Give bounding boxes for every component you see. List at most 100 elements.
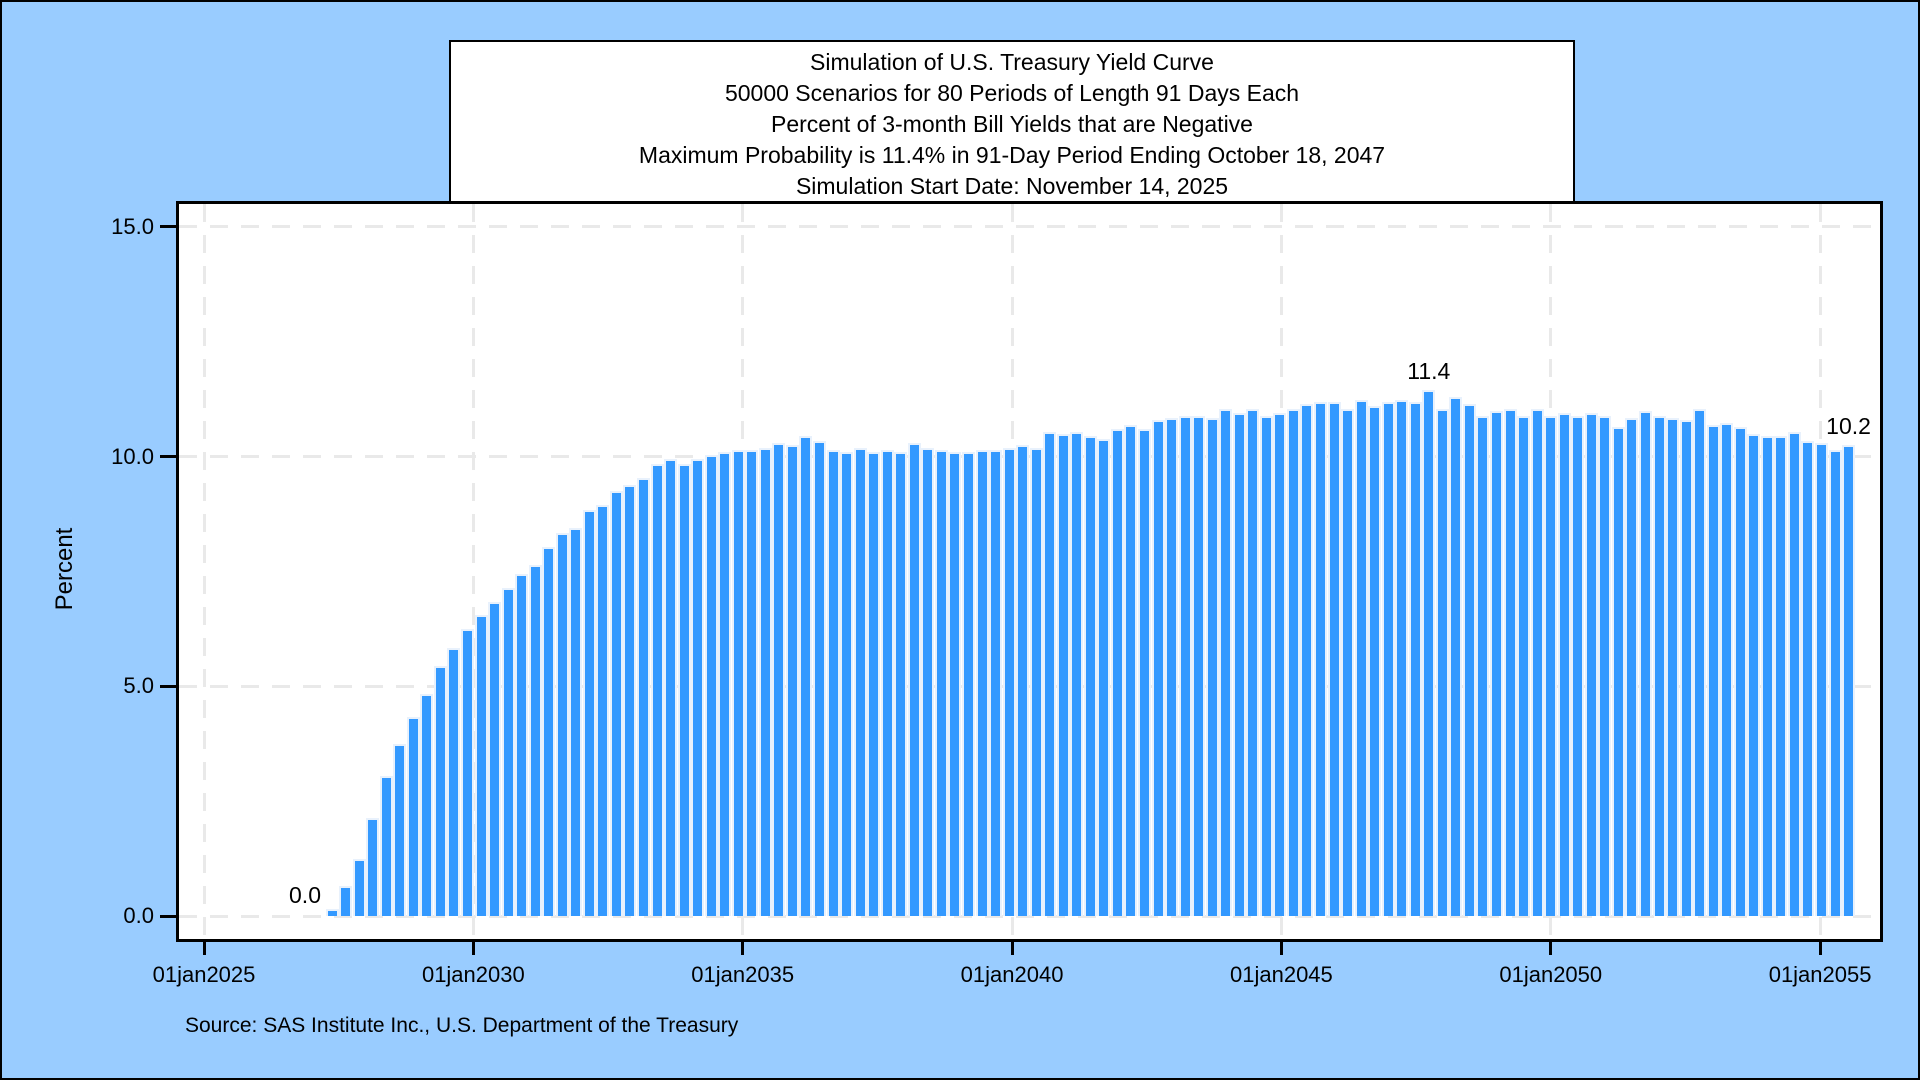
chart-title-box: Simulation of U.S. Treasury Yield Curve 5… xyxy=(449,40,1575,204)
bar xyxy=(1747,433,1761,917)
bar xyxy=(433,665,447,917)
bar xyxy=(1760,436,1774,917)
x-gridline xyxy=(202,204,206,939)
bar xyxy=(460,629,474,917)
bar xyxy=(1787,431,1801,917)
y-gridline xyxy=(179,225,1880,229)
bar xyxy=(609,491,623,917)
y-tick-label: 0.0 xyxy=(123,903,154,929)
y-gridline xyxy=(179,684,1880,688)
bar xyxy=(1801,440,1815,917)
x-tick-mark xyxy=(1818,939,1822,955)
bar xyxy=(1300,404,1314,917)
bar xyxy=(867,452,881,917)
bar xyxy=(731,450,745,917)
bar xyxy=(1354,399,1368,917)
bar xyxy=(1842,445,1856,917)
bar xyxy=(1449,397,1463,917)
bar xyxy=(1476,415,1490,917)
bar xyxy=(1611,427,1625,917)
bar xyxy=(1016,445,1030,917)
bar xyxy=(1679,420,1693,917)
bar xyxy=(758,447,772,917)
bar xyxy=(1341,408,1355,917)
y-tick-mark xyxy=(160,455,179,459)
bar xyxy=(718,452,732,917)
bar xyxy=(406,716,420,917)
bar xyxy=(1666,417,1680,917)
bar xyxy=(677,463,691,917)
bar xyxy=(1368,406,1382,917)
bar xyxy=(1693,408,1707,917)
bar-value-annotation: 10.2 xyxy=(1826,413,1871,440)
bar xyxy=(474,615,488,917)
bar xyxy=(813,440,827,917)
x-tick-label: 01jan2025 xyxy=(152,962,256,987)
bar xyxy=(447,647,461,917)
plot-area xyxy=(176,201,1883,942)
x-tick-label: 01jan2040 xyxy=(960,962,1064,987)
bar xyxy=(1652,415,1666,917)
bar xyxy=(1232,413,1246,917)
bar xyxy=(1557,413,1571,917)
bar xyxy=(704,454,718,917)
bar xyxy=(880,450,894,917)
source-note: Source: SAS Institute Inc., U.S. Departm… xyxy=(185,1014,739,1037)
bar xyxy=(1544,415,1558,917)
y-gridline xyxy=(179,455,1880,459)
x-tick-label: 01jan2045 xyxy=(1230,962,1333,987)
bar xyxy=(989,450,1003,917)
y-gridline xyxy=(179,914,1880,918)
bar xyxy=(366,817,380,917)
bar xyxy=(799,436,813,917)
bar xyxy=(352,858,366,917)
bar xyxy=(379,776,393,917)
y-tick-mark xyxy=(160,225,179,229)
bar xyxy=(1043,431,1057,917)
bar xyxy=(1286,408,1300,917)
x-tick-mark xyxy=(1010,939,1014,955)
bar xyxy=(1490,411,1504,917)
bar xyxy=(948,452,962,917)
bar xyxy=(1706,424,1720,917)
bar xyxy=(515,574,529,917)
bar xyxy=(1151,420,1165,917)
y-tick-mark xyxy=(160,684,179,688)
bar xyxy=(664,459,678,917)
bar xyxy=(623,484,637,917)
bar xyxy=(501,587,515,917)
bar xyxy=(555,532,569,917)
bar xyxy=(1246,408,1260,917)
bar xyxy=(1584,413,1598,917)
x-tick-mark xyxy=(741,939,745,955)
bar-value-annotation: 0.0 xyxy=(289,882,321,909)
bar xyxy=(840,452,854,917)
bar xyxy=(975,450,989,917)
bar xyxy=(582,509,596,917)
y-tick-label: 15.0 xyxy=(111,213,154,239)
bar xyxy=(1083,436,1097,917)
bar xyxy=(1273,413,1287,917)
bar xyxy=(894,452,908,917)
bar xyxy=(1192,415,1206,917)
y-axis-title: Percent xyxy=(51,527,78,611)
bar xyxy=(1638,411,1652,917)
bar xyxy=(1110,429,1124,917)
chart-title-line: Maximum Probability is 11.4% in 91-Day P… xyxy=(638,142,1386,168)
bar xyxy=(1733,427,1747,917)
bar xyxy=(596,505,610,917)
bar xyxy=(1178,415,1192,917)
chart-title-line: 50000 Scenarios for 80 Periods of Length… xyxy=(724,80,1300,106)
bar xyxy=(907,443,921,917)
bar xyxy=(853,447,867,917)
bar xyxy=(1395,399,1409,917)
bar xyxy=(1070,431,1084,917)
x-tick-label: 01jan2035 xyxy=(691,962,795,987)
bar xyxy=(1205,417,1219,917)
bar xyxy=(826,450,840,917)
bar xyxy=(420,693,434,917)
bar xyxy=(1165,417,1179,917)
bar xyxy=(393,744,407,917)
bar xyxy=(1720,422,1734,917)
bar xyxy=(1814,443,1828,917)
